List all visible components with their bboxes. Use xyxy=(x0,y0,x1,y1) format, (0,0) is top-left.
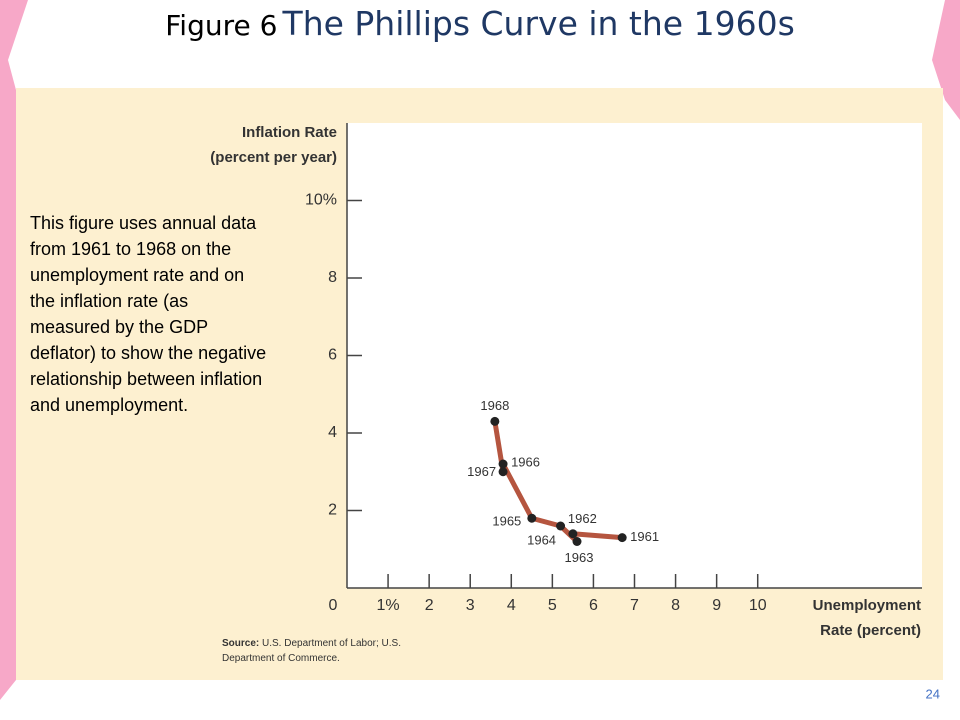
point-label: 1962 xyxy=(568,511,597,526)
point-label: 1961 xyxy=(630,529,659,544)
x-axis-title: Rate (percent) xyxy=(820,622,921,639)
plot-area xyxy=(347,123,922,588)
title: Figure 6 The Phillips Curve in the 1960s xyxy=(0,4,960,43)
point xyxy=(572,537,582,546)
point xyxy=(556,521,566,531)
x-tick-label: 10 xyxy=(749,597,767,614)
source-text: U.S. Department of Labor; U.S. Departmen… xyxy=(222,638,401,664)
y-tick-label: 8 xyxy=(328,269,337,286)
point-label: 1964 xyxy=(527,532,556,547)
point xyxy=(568,529,578,539)
title-prefix: Figure 6 xyxy=(165,9,278,42)
x-tick-label: 7 xyxy=(630,597,639,614)
x-tick-label: 2 xyxy=(425,597,434,614)
x-tick-label: 9 xyxy=(712,597,721,614)
page-number: 24 xyxy=(926,686,940,701)
decoration xyxy=(932,0,960,120)
x-tick-label: 0 xyxy=(329,597,338,614)
y-tick-label: 6 xyxy=(328,347,337,364)
y-axis-title: (percent per year) xyxy=(210,149,337,166)
point xyxy=(527,513,537,523)
point-label: 1963 xyxy=(565,550,594,565)
x-tick-label: 3 xyxy=(466,597,475,614)
point-label: 1968 xyxy=(480,398,509,413)
x-tick-label: 8 xyxy=(671,597,680,614)
description: This figure uses annual data from 1961 t… xyxy=(30,213,267,415)
point xyxy=(490,416,500,426)
y-tick-label: 4 xyxy=(328,424,337,441)
point xyxy=(617,533,627,543)
point xyxy=(498,459,508,469)
y-tick-label: 2 xyxy=(328,502,337,519)
point xyxy=(498,467,508,477)
x-tick-label: 5 xyxy=(548,597,557,614)
point-label: 1966 xyxy=(511,454,540,469)
point-label: 1967 xyxy=(467,464,496,479)
y-tick-label: 10% xyxy=(305,192,337,209)
source: Source: U.S. Department of Labor; U.S. D… xyxy=(222,636,437,666)
title-text: The Phillips Curve in the 1960s xyxy=(282,4,795,43)
y-axis-title: Inflation Rate xyxy=(242,124,337,141)
x-axis-title: Unemployment xyxy=(813,597,921,614)
decoration xyxy=(0,0,28,700)
x-tick-label: 1% xyxy=(377,597,400,614)
x-tick-label: 6 xyxy=(589,597,598,614)
source-label: Source: xyxy=(222,638,260,649)
x-tick-label: 4 xyxy=(507,597,516,614)
point-label: 1965 xyxy=(492,514,521,529)
